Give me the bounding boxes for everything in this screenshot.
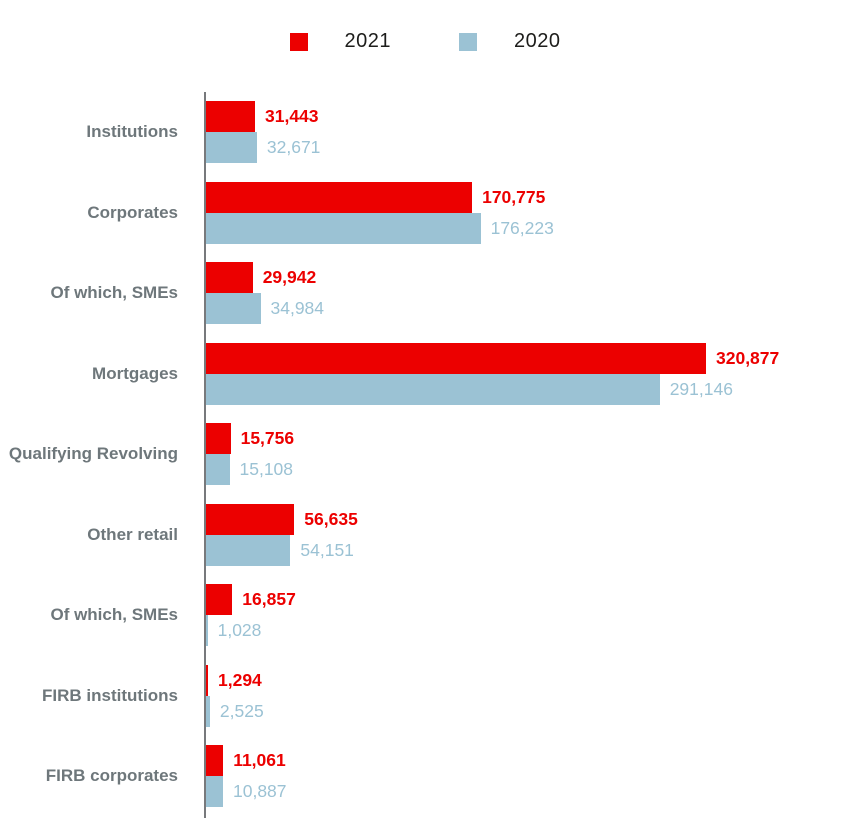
bar-group: 56,635 54,151 [206,503,358,566]
bar-2020 [206,534,291,566]
bar-group: 16,857 1,028 [206,584,296,647]
value-label-2021: 31,443 [265,106,319,127]
value-label-2020: 10,887 [233,781,287,802]
bar-line-2021: 56,635 [206,503,358,535]
bar-line-2021: 170,775 [206,181,554,213]
legend-item-2021: 2021 [289,30,392,53]
value-label-2020: 34,984 [270,298,325,319]
bar-2021 [206,181,473,213]
chart-row: FIRB institutions 1,294 2,525 [0,656,850,737]
chart-legend: 2021 2020 [0,30,850,53]
value-label-2021: 15,756 [240,428,295,449]
bar-2020 [206,454,230,486]
category-label: Of which, SMEs [50,283,178,303]
bar-line-2020: 34,984 [206,293,325,325]
category-label: Of which, SMEs [50,605,178,625]
bar-group: 31,443 32,671 [206,101,321,164]
bar-2020 [206,293,261,325]
value-label-2021: 320,877 [716,347,780,368]
bar-line-2021: 320,877 [206,342,780,374]
bar-2021 [206,342,706,374]
bar-group: 170,775 176,223 [206,181,554,244]
value-label-2021: 16,857 [242,589,296,610]
category-label: Qualifying Revolving [8,444,178,464]
legend-swatch-2020 [459,32,477,51]
value-label-2021: 56,635 [304,508,358,529]
bar-line-2021: 31,443 [206,101,320,133]
bar-line-2020: 10,887 [206,776,287,808]
value-label-2020: 2,525 [219,700,264,721]
bar-line-2020: 54,151 [206,534,358,566]
bar-line-2020: 32,671 [206,132,321,164]
value-label-2020: 176,223 [490,217,554,238]
bar-line-2021: 1,294 [206,664,264,696]
category-label: Other retail [87,524,178,544]
bar-line-2021: 29,942 [206,262,324,294]
category-label: FIRB institutions [42,685,178,705]
bar-line-2020: 2,525 [206,695,264,727]
bar-line-2020: 176,223 [206,212,554,244]
value-label-2021: 170,775 [482,186,546,207]
bar-group: 320,877 291,146 [206,342,780,405]
bar-line-2021: 11,061 [206,745,287,777]
bar-2020 [206,776,223,808]
bar-2020 [206,615,208,647]
category-label: FIRB corporates [45,766,178,786]
value-label-2020: 15,108 [239,459,294,480]
bar-2020 [206,132,257,164]
bar-2020 [206,373,660,405]
chart-row: Corporates 170,775 176,223 [0,173,850,254]
bar-2020 [206,212,481,244]
chart-row: Of which, SMEs 29,942 34,984 [0,253,850,334]
value-label-2020: 54,151 [300,539,354,560]
bar-2021 [206,503,295,535]
value-label-2021: 11,061 [233,750,286,771]
bar-2021 [206,584,233,616]
bar-group: 1,294 2,525 [206,664,264,727]
category-label: Corporates [87,202,178,222]
chart-row: Mortgages 320,877 291,146 [0,334,850,415]
chart-rows: Institutions 31,443 32,671 Corporates 170,77… [0,92,850,817]
legend-swatch-2021 [289,32,308,51]
bar-line-2021: 16,857 [206,584,296,616]
chart-row: Institutions 31,443 32,671 [0,92,850,173]
category-label: Institutions [86,122,178,142]
chart-row: Qualifying Revolving 15,756 15,108 [0,414,850,495]
bar-2021 [206,101,255,133]
bar-2021 [206,262,253,294]
bar-line-2020: 291,146 [206,373,779,405]
bar-group: 11,061 10,887 [206,745,287,808]
bar-2020 [206,695,210,727]
bar-2021 [206,423,231,455]
chart-row: Of which, SMEs 16,857 1,028 [0,575,850,656]
y-axis-line [204,92,206,818]
bar-group: 29,942 34,984 [206,262,325,325]
legend-item-2020: 2020 [459,30,561,53]
bar-2021 [206,664,208,696]
chart-area: Institutions 31,443 32,671 Corporates 170,77… [0,92,850,818]
legend-label-2021: 2021 [344,30,391,52]
category-label: Mortgages [92,363,178,383]
value-label-2021: 29,942 [262,267,317,288]
chart-row: Other retail 56,635 54,151 [0,495,850,576]
chart-row: FIRB corporates 11,061 10,887 [0,736,850,817]
bar-group: 15,756 15,108 [206,423,295,486]
legend-label-2020: 2020 [514,30,561,52]
value-label-2020: 291,146 [669,378,733,399]
value-label-2020: 1,028 [217,620,262,641]
value-label-2020: 32,671 [266,137,321,158]
bar-2021 [206,745,224,777]
value-label-2021: 1,294 [218,669,262,690]
bar-line-2021: 15,756 [206,423,295,455]
bar-line-2020: 1,028 [206,615,296,647]
bar-line-2020: 15,108 [206,454,294,486]
